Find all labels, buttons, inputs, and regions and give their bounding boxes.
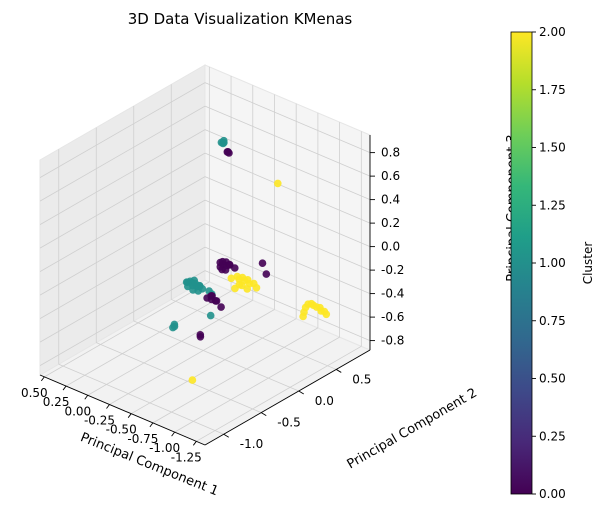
- axis-panes: [38, 64, 372, 446]
- z-tick-label: 0.6: [381, 169, 400, 183]
- x-tick-mark: [62, 385, 67, 391]
- y-tick-label: 0.0: [315, 394, 334, 408]
- cluster-0-point: [217, 303, 225, 311]
- axis-grid: [39, 66, 371, 442]
- z-gridline: [39, 152, 206, 249]
- x-gridline: [174, 336, 340, 433]
- x-tick-label: -1.00: [149, 441, 180, 455]
- x-axis-line: [39, 374, 206, 446]
- z-gridline: [204, 246, 371, 318]
- colorbar-tick-label: 0.75: [539, 314, 566, 328]
- z-gridline: [39, 82, 206, 178]
- cluster-1-point: [198, 285, 207, 293]
- x-gridline: [130, 318, 297, 415]
- z-gridline: [204, 152, 371, 224]
- colorbar-tick-label: 1.00: [539, 256, 566, 270]
- z-gridline: [39, 105, 206, 202]
- scatter-points: [169, 136, 331, 384]
- z-gridline: [204, 105, 371, 177]
- y-tick-label: -1.0: [240, 437, 263, 451]
- z-gridline: [39, 199, 206, 296]
- y-gridline: [58, 363, 224, 435]
- cluster-2-point: [274, 179, 282, 188]
- cluster-0-point: [196, 333, 205, 341]
- x-tick-label: -0.50: [106, 423, 137, 437]
- cluster-0-point: [262, 270, 271, 278]
- cluster-1-point: [206, 311, 215, 320]
- x-gridline: [65, 290, 232, 387]
- z-gridline: [39, 129, 206, 225]
- x-tick-mark: [171, 431, 175, 437]
- colorbar-tick-label: 1.25: [539, 198, 566, 212]
- y-tick-mark: [298, 390, 304, 395]
- colorbar-tick-label: 0.00: [539, 487, 566, 501]
- z-gridline: [204, 223, 371, 294]
- z-gridline: [204, 270, 371, 341]
- colorbar-tick-label: 1.50: [539, 141, 566, 155]
- z-gridline: [204, 82, 371, 153]
- y-tick-label: 0.5: [352, 372, 371, 386]
- y-axis-label: Principal Component 2: [345, 386, 480, 473]
- x-gridline: [152, 327, 319, 424]
- z-tick-label: -0.6: [381, 310, 404, 324]
- x-tick-label: 0.50: [21, 386, 48, 400]
- z-tick-label: -0.8: [381, 334, 404, 348]
- z-tick-label: -0.4: [381, 287, 404, 301]
- z-tick-label: 0.2: [381, 216, 400, 230]
- cluster-1-point: [170, 322, 179, 331]
- cluster-2-point: [227, 274, 236, 283]
- y-gridline: [96, 342, 262, 413]
- z-tick-label: 0.4: [381, 193, 400, 207]
- cluster-2-point: [188, 376, 197, 384]
- z-tick-label: -0.2: [381, 263, 404, 277]
- colorbar: 2.00 1.75 1.50 1.25 1.00 0.75 0.50 0.25 0.00 Clus…: [510, 25, 595, 501]
- x-gridline: [87, 299, 253, 396]
- y-axis-line: [204, 349, 371, 446]
- cluster-2-point: [322, 310, 331, 319]
- x-tick-mark: [40, 376, 45, 382]
- z-gridline: [204, 199, 371, 271]
- x-tick-mark: [106, 404, 110, 409]
- cluster-0-point: [231, 264, 239, 272]
- z-tick-label: 0.0: [381, 240, 400, 254]
- cluster-0-point: [258, 259, 267, 268]
- x-tick-label: 0.00: [64, 404, 91, 418]
- cluster-0-point: [212, 297, 221, 305]
- cluster-1-point: [220, 138, 228, 147]
- chart-title: 3D Data Visualization KMenas: [128, 10, 353, 28]
- y-tick-mark: [261, 412, 267, 416]
- colorbar-tick-label: 0.50: [539, 372, 566, 386]
- x-tick-mark: [149, 422, 154, 428]
- z-gridline: [39, 176, 206, 272]
- y-gridline: [171, 299, 337, 370]
- colorbar-tick-label: 2.00: [539, 25, 566, 39]
- cluster-2-point: [252, 284, 261, 292]
- x-tick-label: -0.25: [84, 414, 115, 428]
- x-tick-mark: [84, 394, 89, 400]
- x-tick-label: -0.75: [127, 432, 158, 446]
- colorbar-label: Cluster: [581, 242, 595, 285]
- x-gridline: [196, 345, 362, 442]
- x-tick-label: -1.25: [171, 450, 202, 464]
- z-tick-label: 0.8: [381, 146, 400, 160]
- y-gridline: [133, 320, 299, 392]
- z-gridline: [39, 223, 206, 319]
- y-tick-label: -0.5: [277, 416, 300, 430]
- z-gridline: [204, 176, 371, 247]
- z-gridline: [39, 270, 206, 366]
- x-tick-label: 0.25: [43, 395, 70, 409]
- x-gridline: [109, 309, 275, 405]
- z-gridline: [204, 129, 371, 200]
- x-tick-mark: [192, 441, 197, 446]
- colorbar-bar: [510, 31, 533, 495]
- cluster-0-point: [225, 149, 233, 157]
- x-tick-mark: [127, 413, 132, 418]
- x-gridline: [44, 281, 210, 378]
- y-tick-mark: [223, 433, 229, 438]
- z-gridline: [39, 246, 206, 343]
- colorbar-tick-label: 0.25: [539, 429, 566, 443]
- colorbar-tick-label: 1.75: [539, 83, 566, 97]
- y-tick-mark: [336, 369, 342, 373]
